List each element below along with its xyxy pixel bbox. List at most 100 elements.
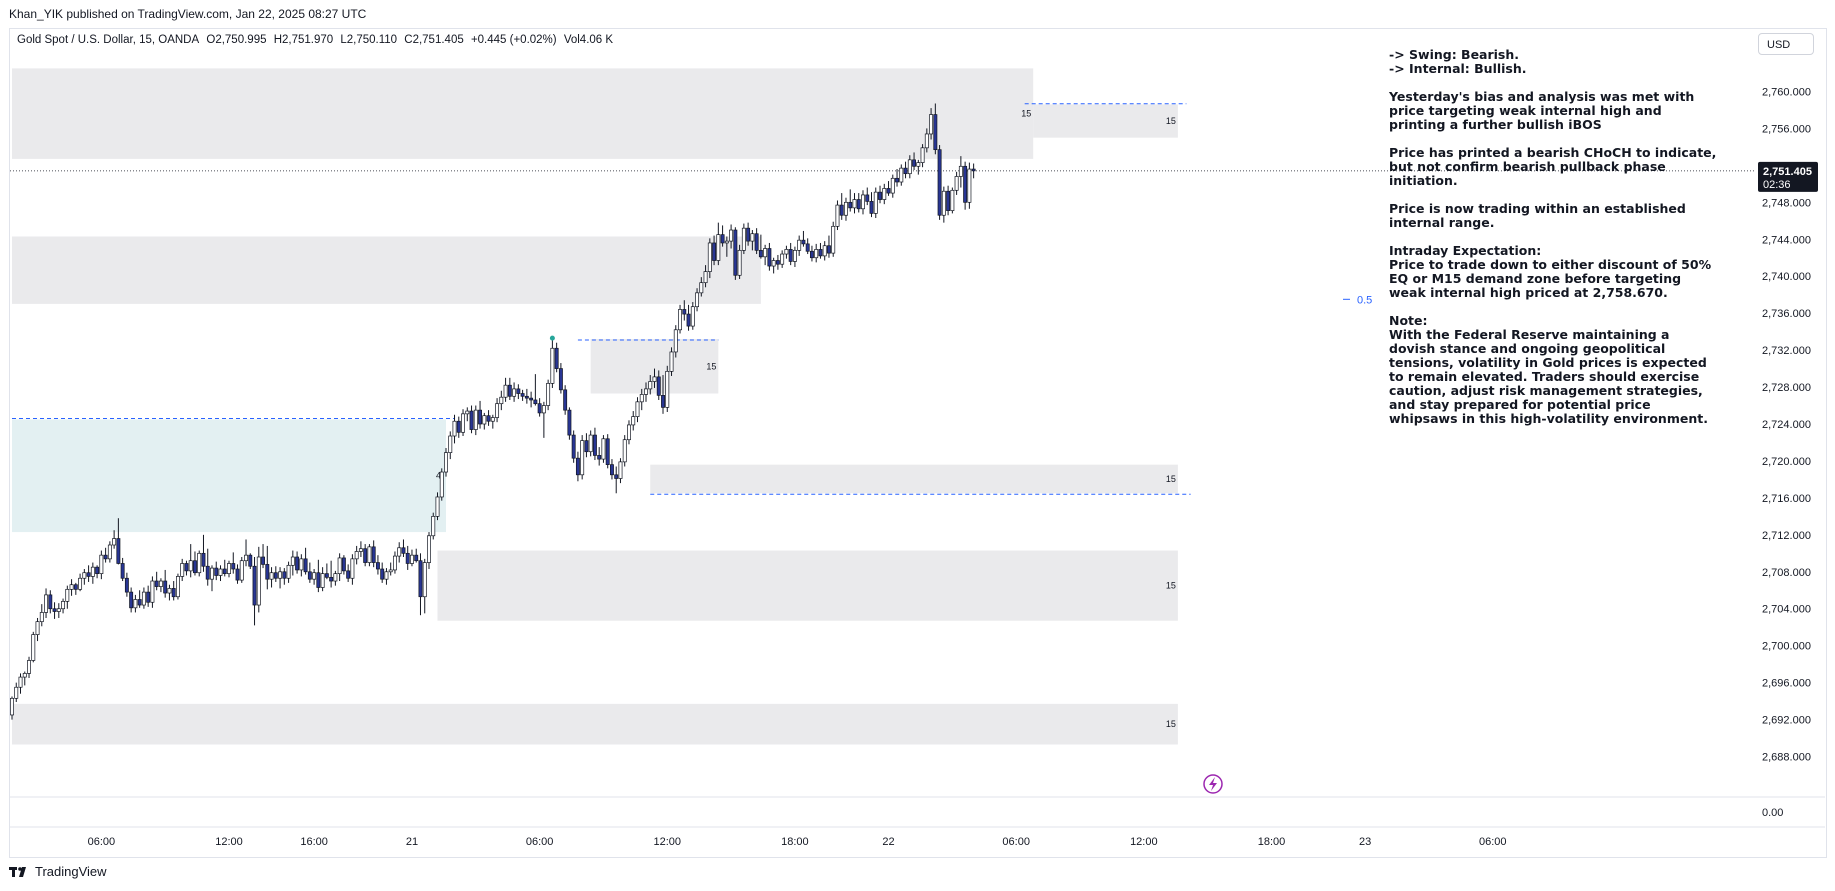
bull-candle [814,249,819,259]
currency-selector[interactable]: USD [1758,33,1814,55]
bear-candle [324,573,329,578]
bull-candle [797,239,802,251]
bull-candle [695,292,700,308]
bull-candle [771,260,776,267]
bull-candle [448,435,453,453]
bull-candle [784,249,789,255]
bull-candle [312,572,317,580]
bull-candle [601,438,606,460]
zone-timeframe-label: 15 [1166,581,1176,591]
bull-candle [431,516,436,537]
bear-candle [116,538,121,564]
bull-candle [388,569,393,573]
bull-candle [461,413,465,433]
bear-candle [341,557,346,572]
bull-candle [890,177,895,194]
bull-candle [631,416,636,426]
bear-candle [248,554,253,567]
bear-candle [533,399,538,405]
bull-candle [724,240,729,244]
bear-candle [205,565,210,580]
bull-candle [393,555,397,571]
bull-candle [90,566,95,577]
brand-label: TradingView [35,864,107,879]
bull-candle [210,567,214,580]
y-tick-label: 2,732.000 [1762,345,1811,357]
bull-candle [158,580,163,587]
bull-candle [167,588,172,594]
bull-candle [729,229,734,242]
bull-candle [175,576,180,598]
bull-candle [648,381,653,390]
bull-candle [737,249,742,276]
bear-candle [405,552,410,564]
bull-candle [588,434,593,453]
bull-candle [358,548,363,552]
x-tick-label: 06:00 [88,836,116,848]
y-tick-label: 2,736.000 [1762,308,1811,320]
equilibrium-label: 0.5 [1357,294,1372,306]
bear-candle [537,403,542,414]
bull-candle [333,573,338,582]
bear-candle [103,554,108,560]
bull-candle [299,558,304,571]
bear-candle [754,233,759,251]
bear-candle [592,434,597,456]
bull-candle [141,591,146,606]
bull-candle [39,612,44,623]
bear-candle [554,347,559,369]
legend-symbol[interactable]: Gold Spot / U.S. Dollar, 15, OANDA [17,34,200,46]
bull-candle [82,572,87,579]
bull-candle [56,608,61,612]
supply-zone [12,68,1034,159]
tradingview-brand[interactable]: TradingView [9,864,107,879]
legend-volume: Vol4.06 K [563,34,614,46]
bear-candle [839,204,844,216]
symbol-legend: Gold Spot / U.S. Dollar, 15, OANDA O2,75… [17,34,617,46]
bull-candle [924,133,929,149]
bear-candle [558,368,563,391]
bull-candle [707,242,712,272]
demand-zone [12,419,447,533]
y-tick-label: 2,688.000 [1762,752,1811,764]
zone-timeframe-label: 4 [436,471,441,481]
bull-candle [954,176,959,191]
bear-candle [261,556,265,565]
bull-candle [473,409,478,430]
bear-candle [575,457,580,476]
x-tick-label: 23 [1359,836,1371,848]
price-tag-box [1758,161,1818,192]
bull-candle [69,584,74,590]
bear-candle [73,584,78,590]
bull-candle [907,159,912,175]
y-tick-label: 2,724.000 [1762,419,1811,431]
bear-candle [805,243,810,252]
y-tick-label: 2,756.000 [1762,123,1811,135]
y-tick-label: 2,708.000 [1762,567,1811,579]
bull-candle [550,347,555,384]
bull-candle [22,673,27,678]
bull-candle [278,571,283,579]
bull-candle [495,403,500,418]
bear-candle [686,313,691,327]
bear-candle [456,420,461,433]
x-tick-label: 12:00 [215,836,243,848]
bear-candle [171,588,176,598]
bull-candle [244,554,248,562]
bear-candle [818,249,823,257]
bull-candle [269,572,274,580]
bull-candle [65,588,70,602]
bear-candle [95,566,100,574]
bear-candle [129,591,134,609]
bull-candle [941,190,946,216]
bear-candle [827,245,831,254]
bear-candle [265,564,270,580]
bear-candle [963,165,968,203]
x-tick-label: 18:00 [781,836,809,848]
bull-candle [622,439,627,463]
bear-candle [971,168,976,172]
bull-candle [61,600,66,610]
x-tick-label: 12:00 [1130,836,1158,848]
bull-candle [452,420,457,437]
